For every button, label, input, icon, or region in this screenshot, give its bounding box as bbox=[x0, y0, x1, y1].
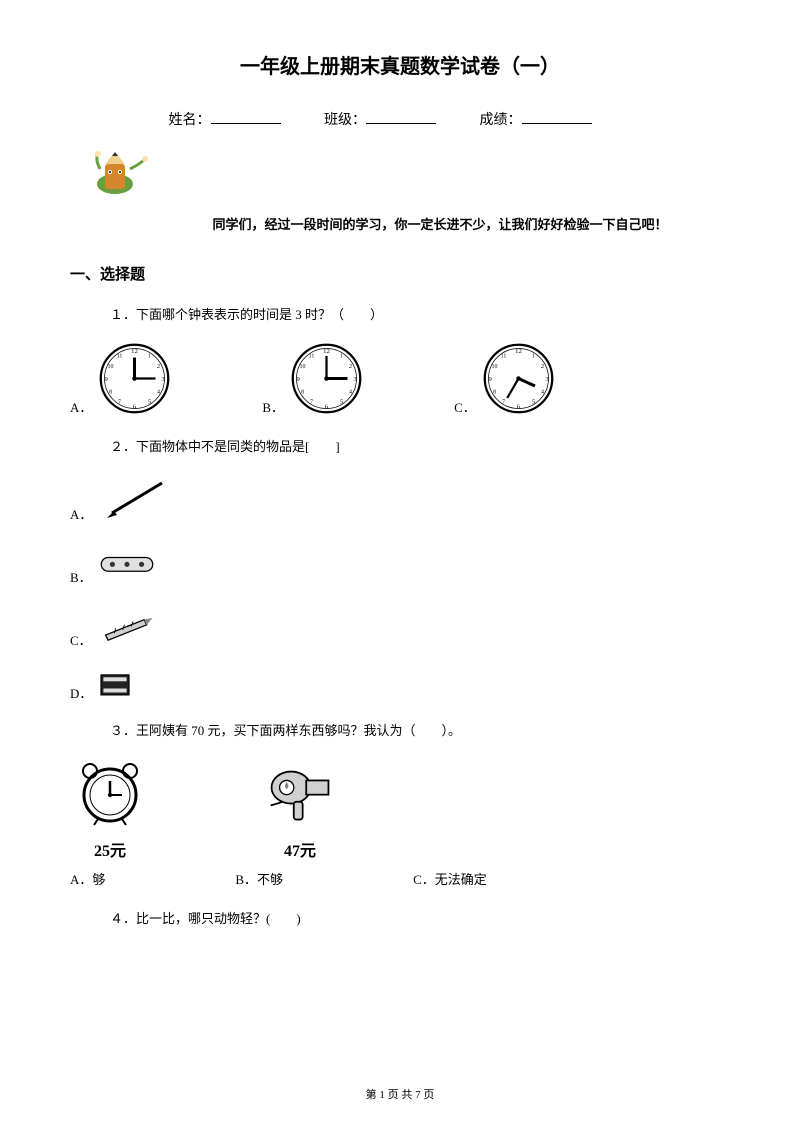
svg-text:4: 4 bbox=[541, 390, 544, 396]
clock-options-row: A． 12 1 2 3 4 5 6 7 8 9 10 11 B． 12 1 bbox=[70, 341, 730, 416]
svg-text:10: 10 bbox=[108, 364, 114, 370]
option-c-label: C． bbox=[454, 397, 476, 416]
page-title: 一年级上册期末真题数学试卷（一） bbox=[70, 50, 730, 79]
option-3a-label: A．够 bbox=[70, 869, 105, 888]
svg-text:12: 12 bbox=[132, 348, 139, 355]
item-option-d: D． bbox=[70, 667, 730, 702]
name-underline bbox=[211, 123, 281, 124]
svg-text:2: 2 bbox=[157, 364, 160, 370]
class-label: 班级： bbox=[324, 113, 366, 128]
option-a-label: A． bbox=[70, 397, 92, 416]
pencilcase-icon bbox=[97, 541, 157, 586]
price-2-label: 47元 bbox=[260, 837, 340, 861]
price-item-1: 25元 bbox=[70, 757, 150, 861]
svg-text:8: 8 bbox=[493, 390, 496, 396]
price-1-label: 25元 bbox=[70, 837, 150, 861]
score-underline bbox=[522, 123, 592, 124]
svg-text:11: 11 bbox=[500, 354, 506, 360]
header-fields: 姓名： 班级： 成绩： bbox=[70, 109, 730, 129]
question-1: １．下面哪个钟表表示的时间是 3 时？（ ） bbox=[110, 304, 730, 323]
intro-text: 同学们，经过一段时间的学习，你一定长进不少，让我们好好检验一下自己吧！ bbox=[150, 214, 730, 233]
svg-text:1: 1 bbox=[532, 354, 535, 360]
item-option-b: B． bbox=[70, 541, 730, 586]
option-2b-label: B． bbox=[70, 567, 92, 586]
section-header: 一、选择题 bbox=[70, 263, 730, 284]
svg-text:8: 8 bbox=[301, 390, 304, 396]
alarm-clock-icon bbox=[70, 757, 150, 827]
svg-text:10: 10 bbox=[300, 364, 306, 370]
price-item-2: 47元 bbox=[260, 757, 340, 861]
svg-text:10: 10 bbox=[491, 364, 497, 370]
svg-text:2: 2 bbox=[349, 364, 352, 370]
option-2a-label: A． bbox=[70, 504, 92, 523]
item-option-a: A． bbox=[70, 473, 730, 523]
price-items-row: 25元 47元 bbox=[70, 757, 730, 861]
question-4: ４．比一比，哪只动物轻？( ) bbox=[110, 908, 730, 927]
svg-text:7: 7 bbox=[310, 399, 313, 405]
pencil-mascot-icon bbox=[70, 144, 730, 214]
name-label: 姓名： bbox=[169, 113, 211, 128]
svg-text:5: 5 bbox=[148, 399, 151, 405]
clock-option-a: A． 12 1 2 3 4 5 6 7 8 9 10 11 bbox=[70, 341, 172, 416]
svg-text:5: 5 bbox=[340, 399, 343, 405]
clock-icon-b: 12 1 2 3 4 5 6 7 8 9 10 11 bbox=[289, 341, 364, 416]
item-option-c: C． bbox=[70, 604, 730, 649]
option-2d-label: D． bbox=[70, 683, 92, 702]
svg-text:4: 4 bbox=[157, 390, 160, 396]
svg-text:2: 2 bbox=[541, 364, 544, 370]
svg-text:11: 11 bbox=[309, 354, 315, 360]
crayon-icon bbox=[97, 604, 157, 649]
class-underline bbox=[366, 123, 436, 124]
eraser-icon bbox=[97, 667, 137, 702]
clock-icon-a: 12 1 2 3 4 5 6 7 8 9 10 11 bbox=[97, 341, 172, 416]
score-label: 成绩： bbox=[480, 113, 522, 128]
svg-text:5: 5 bbox=[532, 399, 535, 405]
svg-text:1: 1 bbox=[340, 354, 343, 360]
svg-text:8: 8 bbox=[109, 390, 112, 396]
question-2: ２．下面物体中不是同类的物品是[ ] bbox=[110, 436, 730, 455]
option-3b-label: B．不够 bbox=[235, 869, 283, 888]
brush-icon bbox=[97, 473, 187, 523]
q3-options-row: A．够 B．不够 C．无法确定 bbox=[70, 869, 730, 888]
option-3c-label: C．无法确定 bbox=[413, 869, 487, 888]
option-2c-label: C． bbox=[70, 630, 92, 649]
svg-text:7: 7 bbox=[118, 399, 121, 405]
option-b-label: B． bbox=[262, 397, 284, 416]
clock-icon-c: 12 1 2 3 4 5 6 7 8 9 10 11 bbox=[481, 341, 556, 416]
svg-text:7: 7 bbox=[502, 399, 505, 405]
svg-text:11: 11 bbox=[117, 354, 123, 360]
clock-option-c: C． 12 1 2 3 4 5 6 7 8 9 10 11 bbox=[454, 341, 556, 416]
page-footer: 第 1 页 共 7 页 bbox=[0, 1086, 800, 1102]
svg-text:4: 4 bbox=[349, 390, 352, 396]
clock-option-b: B． 12 1 2 3 4 5 6 7 8 9 10 11 bbox=[262, 341, 364, 416]
svg-text:12: 12 bbox=[323, 348, 330, 355]
svg-text:1: 1 bbox=[148, 354, 151, 360]
hairdryer-icon bbox=[260, 757, 340, 827]
question-3: ３．王阿姨有 70 元，买下面两样东西够吗？我认为（ ）。 bbox=[110, 720, 730, 739]
svg-text:12: 12 bbox=[515, 348, 522, 355]
